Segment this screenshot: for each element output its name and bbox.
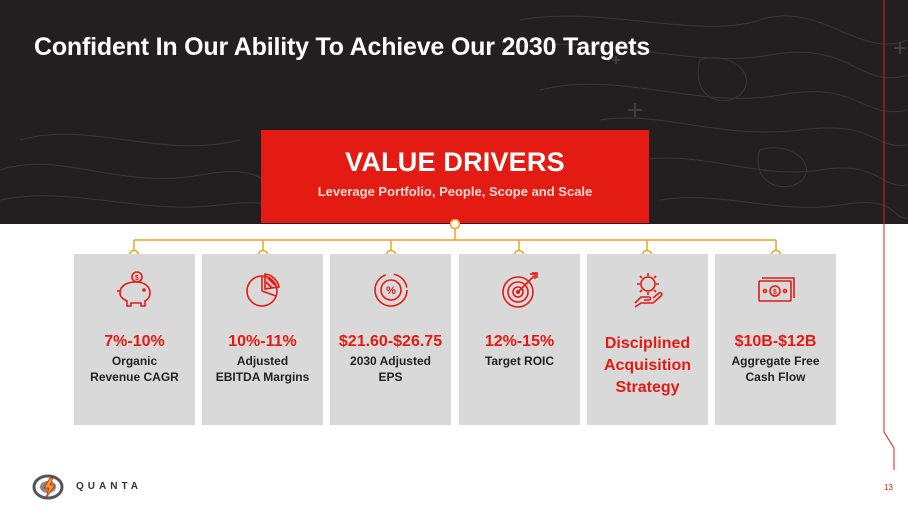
card-strategy-line: Strategy [615, 379, 680, 396]
value-drivers-title: VALUE DRIVERS [345, 147, 565, 177]
card-acquisition-strategy: Disciplined Acquisition Strategy [587, 254, 708, 425]
edge-accent-line [883, 0, 895, 470]
card-value: $10B-$12B [734, 333, 817, 350]
card-desc-line: 2030 Adjusted [350, 354, 431, 368]
slide-title: Confident In Our Ability To Achieve Our … [34, 33, 651, 61]
card-value: 12%-15% [484, 333, 555, 350]
connector-node-top [449, 218, 461, 230]
card-desc-line: Adjusted [236, 354, 289, 368]
percent-chart-icon: % [374, 273, 408, 307]
target-icon [502, 272, 538, 308]
svg-text:%: % [386, 285, 396, 297]
card-desc-line: EPS [378, 370, 403, 384]
card-value: 10%-11% [228, 333, 297, 350]
card-desc-line: Target ROIC [484, 354, 555, 368]
quanta-logo-icon [32, 474, 64, 500]
topographic-background [0, 15, 908, 219]
value-drivers-box: VALUE DRIVERS Leverage Portfolio, People… [261, 130, 649, 223]
card-strategy-text: Disciplined Acquisition Strategy [591, 333, 704, 399]
card-description: Aggregate Free Cash Flow [719, 353, 832, 385]
cash-icon: $ [758, 277, 795, 302]
card-strategy-line: Acquisition [603, 357, 692, 374]
card-free-cash-flow: $ $10B-$12B Aggregate Free Cash Flow [715, 254, 836, 425]
card-description: 2030 Adjusted EPS [334, 353, 447, 385]
card-description: Target ROIC [463, 353, 576, 369]
header-band: Confident In Our Ability To Achieve Our … [0, 0, 908, 224]
card-desc-line: Cash Flow [745, 370, 806, 384]
value-drivers-subtitle: Leverage Portfolio, People, Scope and Sc… [317, 184, 593, 199]
card-description: Adjusted EBITDA Margins [206, 353, 319, 385]
card-desc-line: Revenue CAGR [90, 370, 179, 384]
card-desc-line: EBITDA Margins [215, 370, 310, 384]
card-ebitda-margins: 10%-11% Adjusted EBITDA Margins [202, 254, 323, 425]
page-number: 13 [884, 483, 893, 492]
logo-wordmark: QUANTA [76, 481, 143, 492]
card-desc-line: Organic [111, 354, 158, 368]
card-adjusted-eps: % $21.60-$26.75 2030 Adjusted EPS [330, 254, 451, 425]
piggy-bank-icon: $ [117, 271, 151, 307]
pie-chart-icon [246, 273, 280, 307]
card-strategy-line: Disciplined [604, 335, 691, 352]
svg-text:$: $ [135, 275, 139, 282]
gear-hand-icon [634, 273, 663, 308]
card-target-roic: 12%-15% Target ROIC [459, 254, 580, 425]
card-value: $21.60-$26.75 [338, 333, 443, 350]
card-value: 7%-10% [104, 333, 165, 350]
card-description: Organic Revenue CAGR [78, 353, 191, 385]
card-desc-line: Aggregate Free [731, 354, 820, 368]
svg-text:$: $ [773, 289, 777, 296]
card-organic-revenue: $ 7%-10% Organic Revenue CAGR [74, 254, 195, 425]
